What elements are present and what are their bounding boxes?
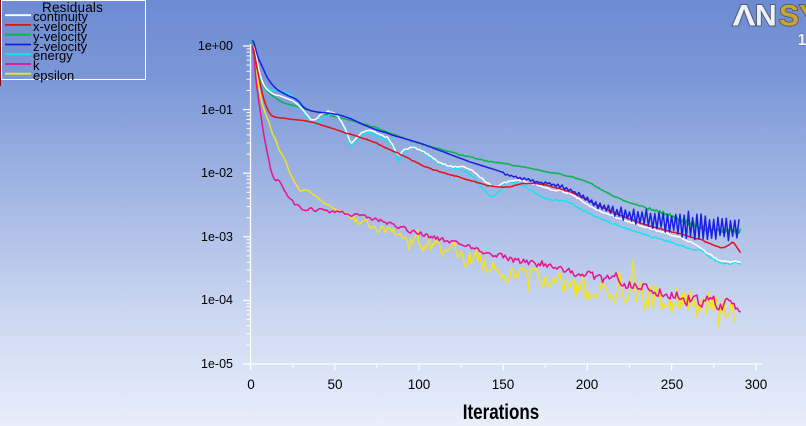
svg-text:Λ: Λ — [733, 0, 756, 33]
svg-text:N: N — [755, 0, 777, 33]
svg-text:Y: Y — [799, 0, 806, 33]
svg-text:S: S — [779, 0, 799, 33]
svg-text:1: 1 — [798, 32, 806, 49]
